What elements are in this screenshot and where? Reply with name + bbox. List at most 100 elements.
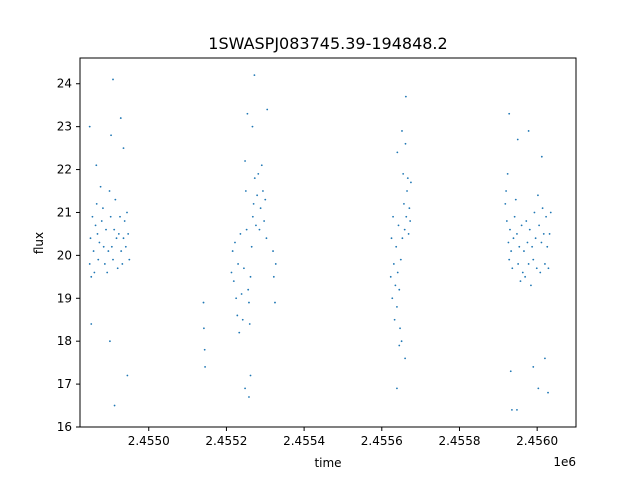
data-point <box>524 275 527 278</box>
data-point <box>96 233 99 235</box>
data-point <box>523 250 525 252</box>
data-point <box>404 95 407 98</box>
data-point <box>401 237 404 240</box>
data-point <box>122 147 125 150</box>
data-point <box>124 245 127 248</box>
data-point <box>545 215 547 218</box>
data-point <box>263 220 266 222</box>
data-point <box>508 112 511 115</box>
data-point <box>398 344 401 347</box>
y-tick-label: 21 <box>57 205 72 219</box>
data-point <box>244 160 246 162</box>
data-point <box>256 194 259 197</box>
data-point <box>401 130 403 132</box>
y-tick-label: 24 <box>57 77 72 91</box>
data-point <box>95 202 98 205</box>
data-point <box>514 198 517 201</box>
data-point <box>531 245 534 248</box>
data-point <box>527 130 530 132</box>
data-point <box>91 215 94 218</box>
data-point <box>540 241 543 244</box>
x-tick-label: 2.4556 <box>361 434 403 448</box>
data-point <box>251 215 254 218</box>
data-point <box>203 327 205 330</box>
data-point <box>121 263 124 265</box>
data-point <box>112 78 114 81</box>
data-point <box>389 275 392 278</box>
data-point <box>253 177 256 180</box>
data-point <box>97 258 100 261</box>
data-point <box>395 245 398 248</box>
data-point <box>109 340 111 343</box>
data-point <box>238 331 241 334</box>
data-point <box>123 220 126 222</box>
y-tick-label: 16 <box>57 420 72 434</box>
data-point <box>204 366 206 368</box>
data-point <box>396 387 398 390</box>
data-point <box>119 117 122 119</box>
x-tick-label: 2.4560 <box>516 434 558 448</box>
data-point <box>110 245 113 248</box>
y-tick-label: 23 <box>57 120 72 134</box>
data-point <box>98 241 101 244</box>
data-point <box>92 250 95 252</box>
data-point <box>90 275 93 278</box>
data-point <box>93 271 96 274</box>
data-point <box>250 245 253 248</box>
y-tick-label: 18 <box>57 334 72 348</box>
data-point <box>243 267 245 270</box>
data-point <box>122 237 125 240</box>
data-point <box>237 263 239 265</box>
data-point <box>396 271 399 274</box>
data-point <box>102 245 105 248</box>
data-point <box>542 233 545 235</box>
data-point <box>541 207 544 210</box>
y-tick-label: 22 <box>57 163 72 177</box>
data-point <box>246 112 249 115</box>
data-point <box>534 237 537 240</box>
data-point <box>274 301 276 304</box>
data-point <box>88 125 91 128</box>
y-tick-label: 17 <box>57 377 72 391</box>
data-point <box>405 215 408 218</box>
data-point <box>110 134 112 137</box>
data-point <box>535 267 538 270</box>
data-point <box>235 297 238 300</box>
data-point <box>402 172 405 175</box>
data-point <box>126 374 129 377</box>
data-point <box>231 250 234 252</box>
data-point <box>530 284 532 287</box>
data-point <box>528 228 531 231</box>
data-point <box>396 305 398 308</box>
data-point <box>265 237 268 240</box>
data-point <box>399 258 402 261</box>
data-point <box>544 357 546 360</box>
data-point <box>527 263 530 265</box>
data-point <box>505 220 508 222</box>
data-point <box>274 263 277 265</box>
chart-title: 1SWASPJ083745.39-194848.2 <box>208 34 447 53</box>
x-tick-label: 2.4558 <box>438 434 480 448</box>
data-point <box>516 408 518 411</box>
data-point <box>516 233 518 235</box>
data-point <box>248 301 250 304</box>
data-point <box>244 387 246 390</box>
data-point <box>548 233 551 235</box>
data-point <box>103 263 106 265</box>
data-point <box>532 366 535 368</box>
data-point <box>240 293 243 295</box>
x-axis-offset-label: 1e6 <box>553 455 576 469</box>
data-point <box>113 404 116 407</box>
data-point <box>109 215 112 218</box>
x-tick-label: 2.4554 <box>283 434 325 448</box>
data-point <box>516 138 519 141</box>
data-point <box>393 318 396 321</box>
data-point <box>260 164 263 167</box>
data-point <box>504 202 507 205</box>
data-point <box>544 263 546 265</box>
data-point <box>102 207 104 210</box>
data-point <box>202 301 205 304</box>
data-point <box>258 228 261 231</box>
data-point <box>230 271 233 274</box>
